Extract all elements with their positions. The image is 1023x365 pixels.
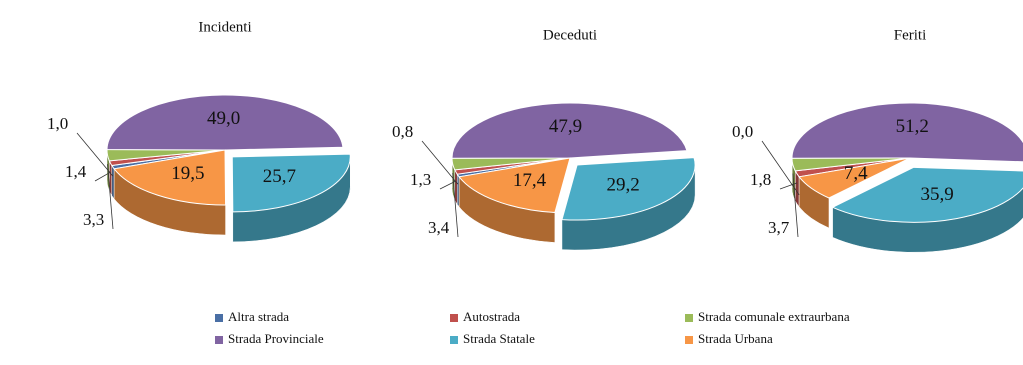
data-label: 3,3 [83,210,104,229]
slice-side [112,166,114,199]
legend-swatch [450,336,458,344]
data-label: 1,8 [750,170,771,189]
legend-swatch [215,314,223,322]
legend-swatch [685,314,693,322]
data-label: 17,4 [513,170,547,191]
data-label: 0,8 [392,122,413,141]
legend-swatch [685,336,693,344]
chart-title: Feriti [894,27,927,43]
data-label: 0,0 [732,122,753,141]
slice-side [457,174,459,207]
data-label: 1,3 [410,170,431,189]
legend-label: Strada comunale extraurbana [698,309,850,324]
data-label: 49,0 [207,108,240,129]
legend-swatch [450,314,458,322]
data-label: 47,9 [549,116,582,137]
data-label: 29,2 [607,175,640,196]
legend-label: Strada Urbana [698,331,773,346]
data-label: 1,4 [65,162,87,181]
data-label: 51,2 [896,116,929,137]
legend-label: Strada Statale [463,331,535,346]
legend-swatch [215,336,223,344]
legend-label: Strada Provinciale [228,331,324,346]
data-label: 1,0 [47,114,68,133]
data-label: 3,7 [768,218,790,237]
data-label: 19,5 [171,163,204,184]
data-label: 7,4 [844,163,868,184]
data-label: 25,7 [263,166,296,187]
chart-title: Incidenti [198,19,251,35]
data-label: 3,4 [428,218,450,237]
legend-label: Altra strada [228,309,289,324]
data-label: 35,9 [921,184,954,205]
chart-title: Deceduti [543,27,597,43]
legend-label: Autostrada [463,309,520,324]
